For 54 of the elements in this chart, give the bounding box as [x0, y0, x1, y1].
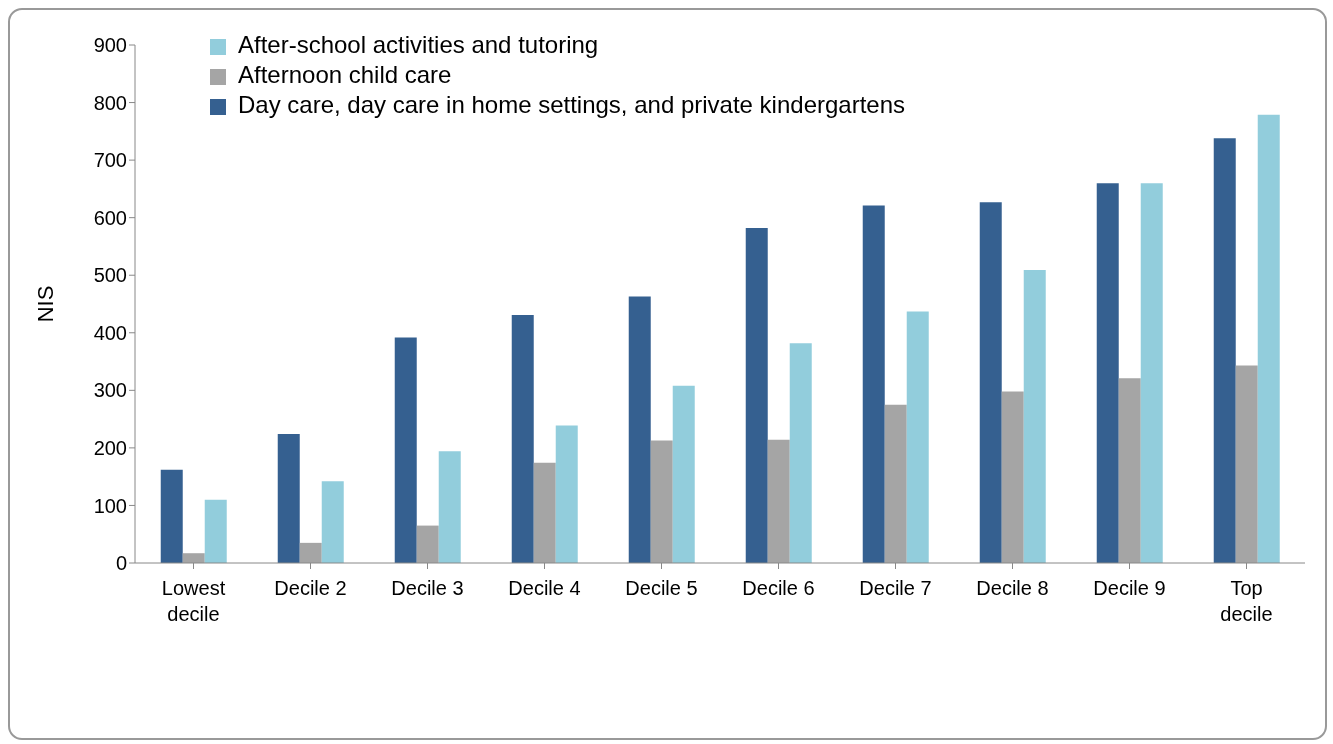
x-tick-label: Decile 7	[859, 577, 932, 599]
bar	[1001, 391, 1024, 563]
bar	[394, 337, 417, 563]
bar	[745, 228, 768, 563]
x-tick-label: Decile 9	[1093, 577, 1166, 599]
legend-label: After-school activities and tutoring	[238, 31, 599, 58]
x-tick-label: Decile 4	[508, 577, 581, 599]
y-tick-label: 400	[93, 321, 127, 344]
legend-label: Day care, day care in home settings, and private kindergartens	[238, 91, 906, 118]
bar	[979, 202, 1002, 563]
x-tick-label: Decile 5	[625, 577, 698, 599]
bar	[789, 343, 812, 563]
bar	[628, 296, 651, 563]
x-tick-label: Decile 3	[391, 577, 464, 599]
bar	[862, 205, 885, 563]
bar	[204, 499, 227, 563]
y-tick-label: 300	[93, 379, 127, 402]
bar	[416, 525, 439, 563]
y-tick-label: 800	[93, 91, 127, 114]
y-tick-label: 900	[93, 34, 127, 57]
bar	[1023, 270, 1046, 563]
bar	[1213, 138, 1236, 563]
bar	[182, 553, 205, 563]
bar	[555, 425, 578, 563]
y-tick-label: 600	[93, 206, 127, 229]
bar	[906, 311, 929, 563]
x-tick-label: Top decile	[1220, 577, 1273, 625]
bar	[884, 404, 907, 563]
bar	[160, 469, 183, 563]
x-tick-label: Decile 6	[742, 577, 815, 599]
x-tick-label: Decile 8	[976, 577, 1049, 599]
bar	[650, 440, 673, 563]
y-tick-label: 700	[93, 149, 127, 172]
y-axis-title: NIS	[32, 285, 58, 323]
bar	[533, 462, 556, 563]
y-tick-label: 500	[93, 264, 127, 287]
bar	[438, 451, 461, 563]
bar	[511, 314, 534, 563]
bar	[1096, 183, 1119, 563]
bar	[1140, 183, 1163, 563]
bar	[1257, 114, 1280, 563]
bar	[277, 434, 300, 563]
bar	[321, 481, 344, 563]
x-tick-label: Decile 2	[274, 577, 347, 599]
bar	[1235, 365, 1258, 563]
y-tick-label: 200	[93, 436, 127, 459]
x-tick-label: Lowest decile	[161, 577, 226, 625]
bar	[299, 542, 322, 563]
y-tick-label: 100	[93, 494, 127, 517]
bar	[672, 385, 695, 563]
bar	[1118, 378, 1141, 563]
bar	[767, 439, 790, 563]
legend-label: Afternoon child care	[238, 61, 452, 88]
y-tick-label: 0	[115, 552, 127, 575]
